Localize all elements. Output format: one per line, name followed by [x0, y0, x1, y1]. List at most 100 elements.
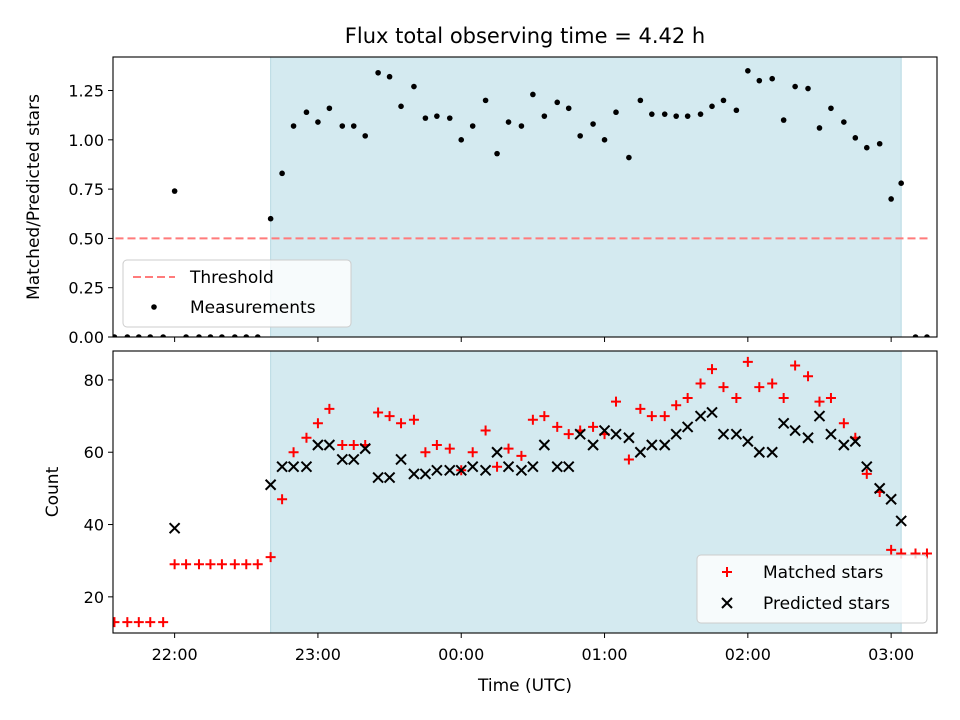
measurement-point [398, 103, 404, 110]
top-y-tick-label: 0.25 [68, 279, 104, 298]
predicted-stars-point [634, 446, 647, 458]
measurement-point [661, 111, 668, 117]
bottom-plot-area [113, 356, 932, 628]
matched-stars-point [695, 378, 706, 389]
matched-stars-point [337, 440, 348, 450]
measurement-point [207, 334, 214, 337]
top-panel: 0.00 0.25 0.50 0.75 1.00 1.25 Threshold Measure… [68, 56, 938, 347]
measurement-point [912, 334, 919, 337]
measurement-point [147, 334, 154, 337]
measurement-point [446, 115, 453, 121]
measurement-point [411, 83, 417, 90]
top-y-tick-label: 1.00 [68, 131, 104, 150]
bottom-series-1 [168, 406, 907, 534]
legend-box [696, 554, 928, 624]
measurement-point [422, 115, 429, 121]
measurement-point [518, 123, 525, 129]
measurement-point [279, 170, 285, 177]
predicted-stars-point [538, 439, 551, 451]
measurement-point [673, 113, 679, 119]
predicted-stars-point [861, 460, 873, 473]
matched-stars-point [467, 447, 478, 458]
chart-title: Flux total observing time = 4.42 h [345, 24, 705, 48]
measurement-point [386, 73, 393, 80]
predicted-stars-point [753, 446, 766, 458]
measurement-point [792, 83, 798, 90]
x-tick-label: 03:00 [868, 645, 914, 664]
predicted-stars-point [348, 453, 360, 466]
predicted-stars-point [419, 468, 432, 480]
measurement-point [649, 111, 655, 117]
measurement-point [745, 68, 751, 74]
x-tick-label: 00:00 [438, 645, 484, 664]
predicted-stars-point [574, 428, 586, 440]
measurement-point [494, 150, 500, 157]
measurement-point [196, 334, 202, 337]
matched-stars-point [921, 548, 932, 559]
predicted-stars-point [359, 442, 371, 455]
measurement-point [326, 105, 333, 112]
predicted-stars-point [502, 460, 515, 473]
matched-stars-point [396, 418, 407, 429]
predicted-stars-point [276, 460, 288, 473]
predicted-stars-point [659, 439, 671, 451]
legend-predicted-label: Predicted stars [763, 594, 890, 614]
matched-stars-point [480, 425, 491, 436]
measurement-point [267, 215, 274, 222]
predicted-stars-point [717, 428, 730, 440]
legend-measurements-swatch [151, 304, 157, 310]
measurement-point [898, 180, 904, 186]
x-tick-label: 22:00 [152, 645, 198, 664]
measurement-point [554, 99, 561, 106]
matched-stars-point [431, 440, 442, 450]
measurement-point [863, 144, 870, 151]
measurement-point [613, 109, 619, 116]
predicted-stars-point [885, 493, 897, 505]
measurement-point [315, 119, 321, 125]
predicted-stars-point [479, 464, 492, 477]
bottom-axes-frame [112, 350, 938, 634]
matched-stars-point [492, 461, 503, 472]
predicted-stars-point [408, 468, 420, 480]
predicted-stars-point [777, 417, 790, 430]
measurement-point [601, 137, 608, 143]
matched-stars-point [312, 418, 323, 429]
top-observing-interval [270, 57, 902, 337]
predicted-stars-point [312, 439, 324, 451]
predicted-stars-point [323, 439, 336, 451]
measurement-point [530, 91, 536, 98]
predicted-stars-point [895, 515, 907, 527]
predicted-stars-point [455, 464, 467, 477]
matched-stars-point [348, 440, 359, 450]
top-y-tick-label: 0.00 [68, 328, 104, 347]
measurement-point [565, 105, 572, 112]
matched-stars-point [169, 559, 180, 570]
matched-stars-point [742, 356, 753, 367]
measurement-point [709, 103, 715, 110]
matched-stars-point [158, 617, 169, 628]
matched-stars-point [503, 443, 514, 454]
top-series-0 [113, 68, 930, 337]
bottom-y-tick-label: 20 [84, 588, 104, 607]
top-plot-area [113, 68, 930, 337]
top-y-tick-label: 1.25 [68, 82, 104, 101]
matched-stars-point [861, 468, 872, 479]
matched-stars-point [133, 617, 144, 628]
measurement-point [339, 123, 346, 129]
predicted-stars-point [300, 460, 313, 473]
predicted-stars-point [730, 428, 743, 440]
predicted-stars-point [264, 479, 277, 491]
measurement-point [888, 196, 894, 202]
matched-stars-point [181, 559, 192, 570]
measurement-point [733, 107, 740, 114]
predicted-stars-point [491, 446, 503, 458]
matched-stars-point [205, 559, 216, 570]
x-tick-label: 01:00 [581, 645, 627, 664]
measurement-point [637, 97, 644, 104]
predicted-stars-point [383, 471, 396, 484]
predicted-stars-point [813, 410, 826, 422]
bottom-y-tick-label: 40 [84, 516, 104, 535]
legend-matched-swatch [722, 567, 732, 577]
predicted-stars-point [838, 439, 850, 451]
